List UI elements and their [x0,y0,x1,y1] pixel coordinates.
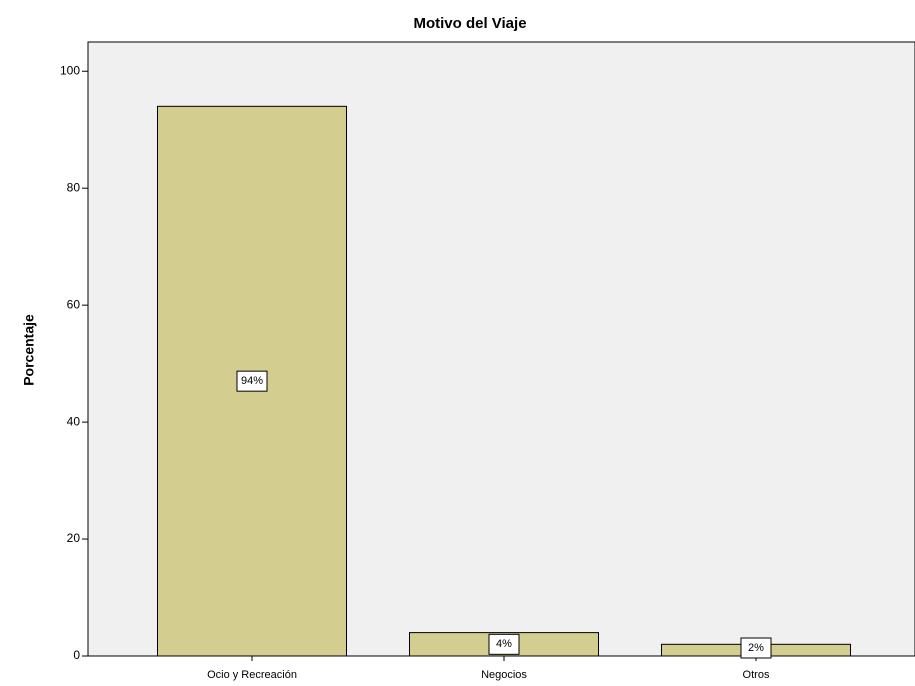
data-label: 94% [241,375,263,387]
chart-title: Motivo del Viaje [413,15,526,32]
y-tick-label: 40 [67,414,81,428]
data-label: 4% [496,638,512,650]
x-tick-label: Otros [743,669,770,681]
x-tick-label: Ocio y Recreación [207,669,297,681]
data-label-box [740,637,772,659]
y-tick-label: 60 [67,297,81,311]
data-label-box [236,370,268,392]
y-tick-label: 100 [60,63,80,77]
y-axis-label: Porcentaje [21,314,37,386]
y-tick-label: 0 [73,648,80,662]
x-tick-label: Negocios [481,669,527,681]
data-label-box [488,633,520,655]
y-tick-label: 80 [67,180,81,194]
data-label: 2% [748,642,764,654]
y-tick-label: 20 [67,531,81,545]
